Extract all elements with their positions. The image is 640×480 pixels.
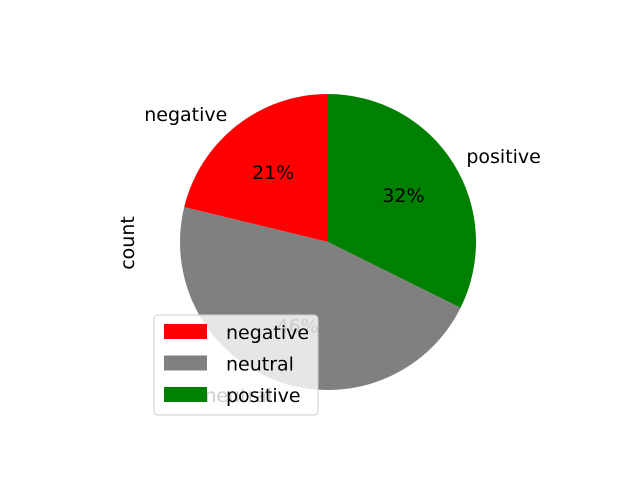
legend-label-neutral: neutral (226, 354, 294, 376)
slice-percent-negative: 21% (252, 162, 294, 184)
pie-slice-positive (328, 94, 477, 308)
legend: negative neutral positive (153, 314, 319, 416)
pie-slice-negative (184, 94, 328, 242)
legend-swatch-positive (164, 387, 207, 402)
slice-label-positive: positive (466, 146, 541, 168)
legend-swatch-neutral (164, 355, 207, 371)
legend-swatch-negative (164, 324, 207, 339)
legend-entries: negative neutral positive (164, 322, 309, 407)
y-axis-label: count (117, 216, 139, 270)
slice-label-negative: negative (144, 104, 227, 126)
slice-percent-positive: 32% (382, 185, 424, 207)
legend-label-negative: negative (226, 322, 309, 344)
legend-label-positive: positive (226, 385, 301, 407)
